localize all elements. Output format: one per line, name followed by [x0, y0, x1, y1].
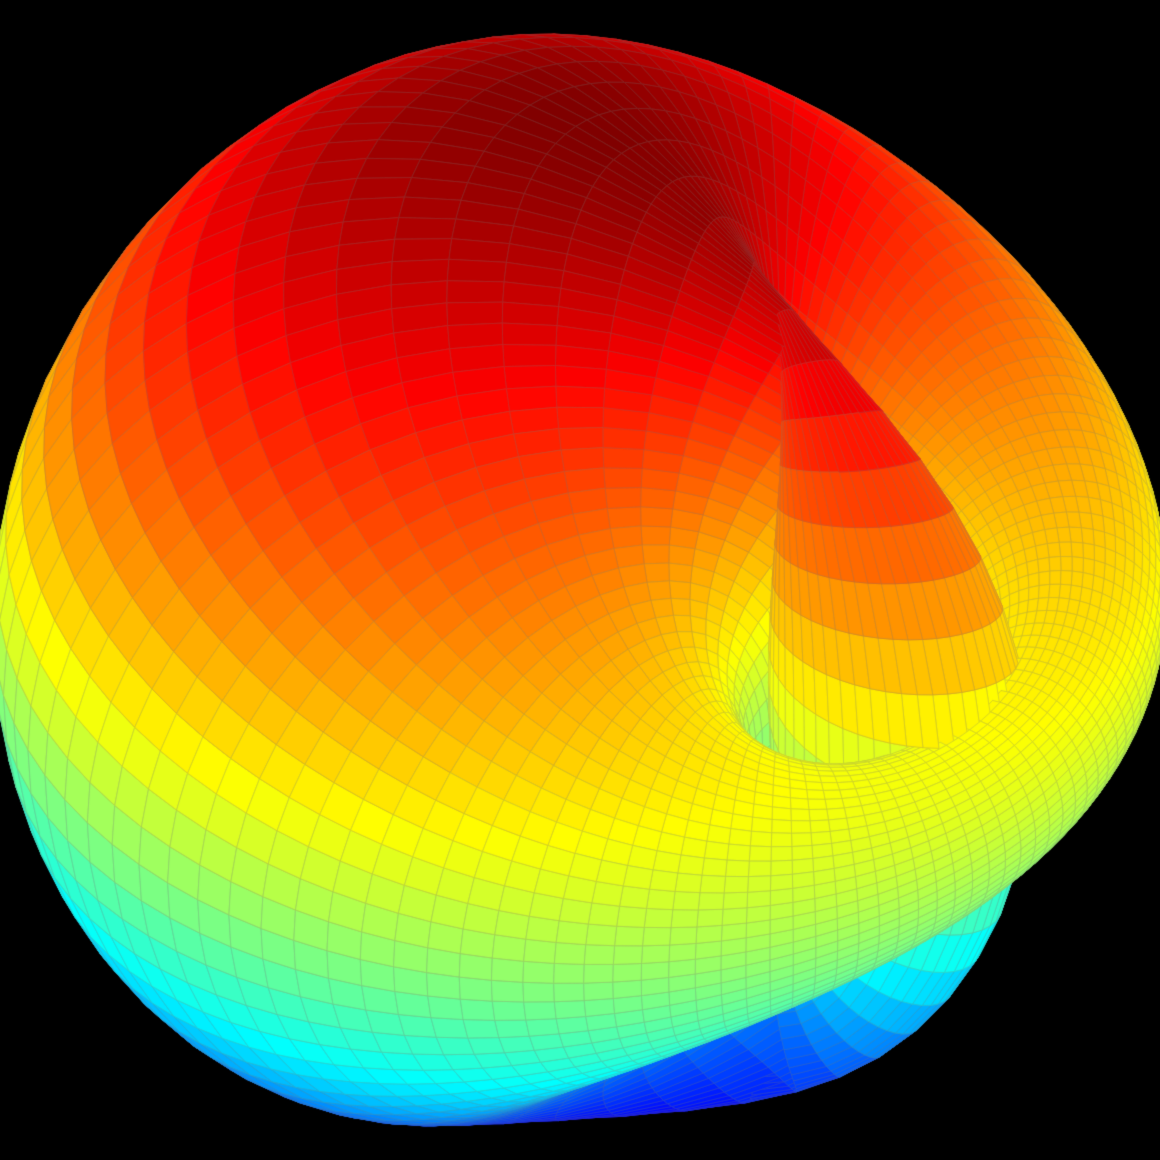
logo-stage — [0, 0, 1160, 1160]
curve-3d-torus-canvas — [0, 0, 1160, 1160]
